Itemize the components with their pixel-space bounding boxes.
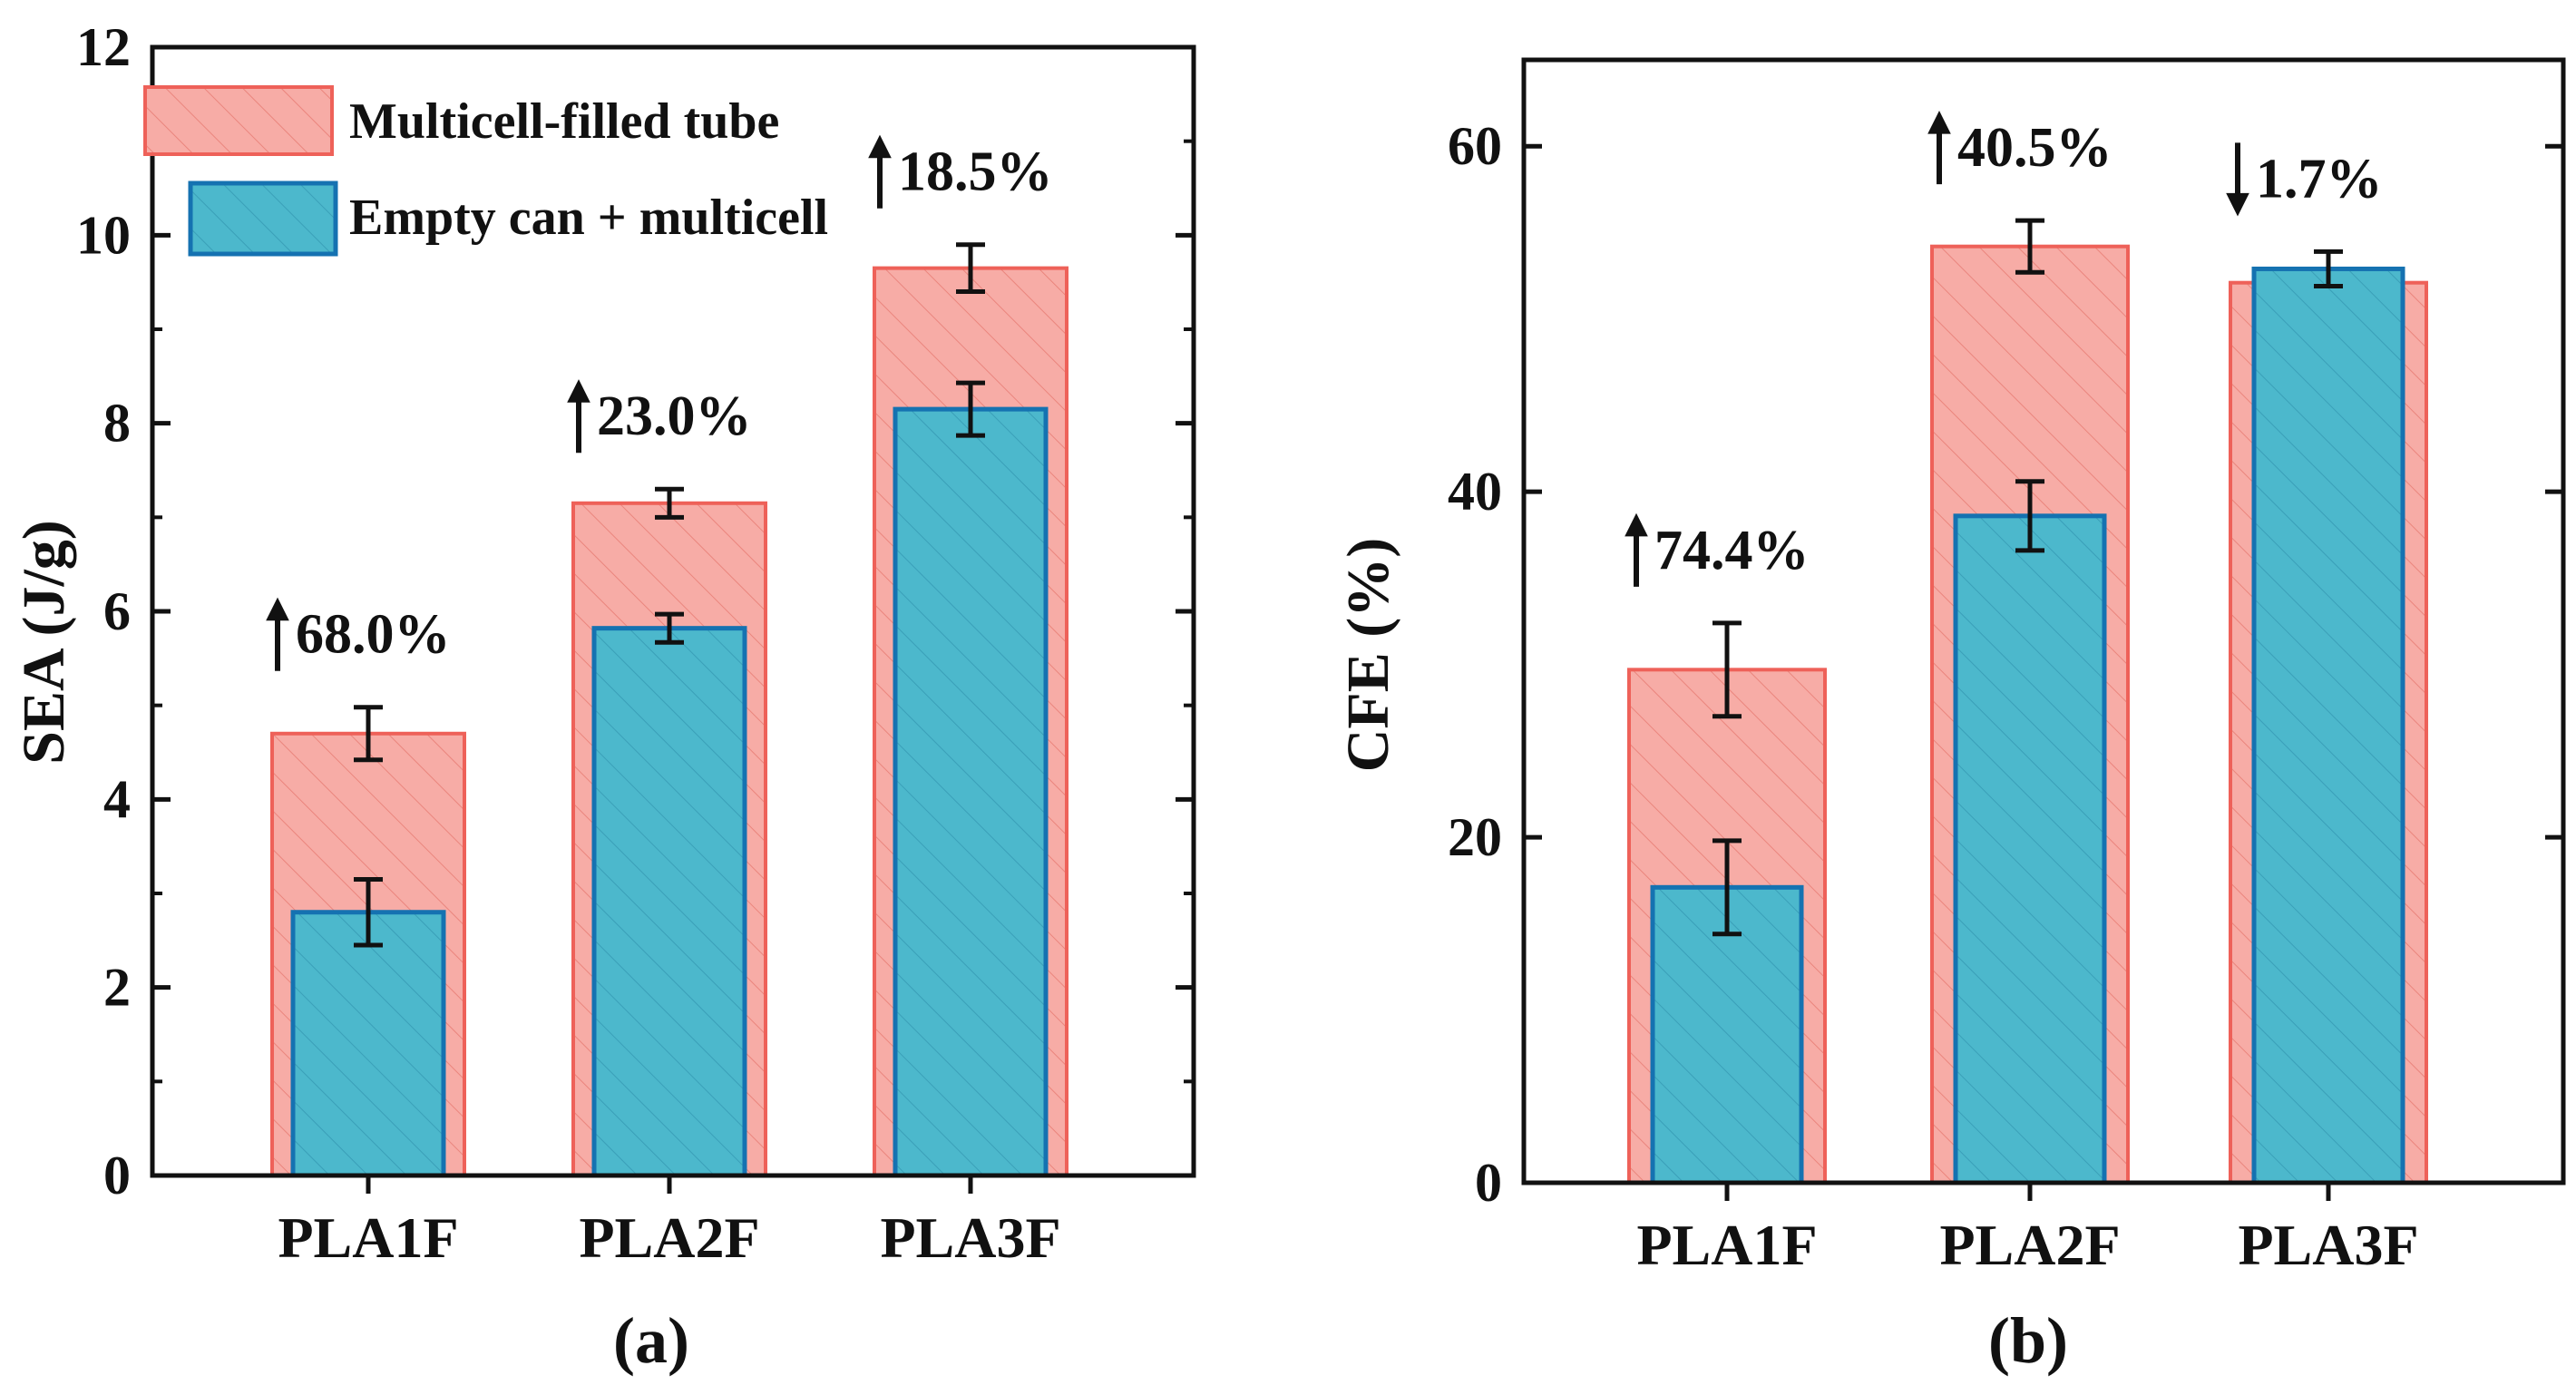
y-tick-label: 20 [1448,807,1502,867]
error-bar-multicell-filled-tube-pla3f [956,242,985,295]
arrow-up-icon [1625,512,1648,587]
x-tick-label: PLA2F [1939,1213,2120,1277]
legend-swatch-empty-can-multicell [188,180,338,257]
change-percent-label: 23.0% [597,385,752,447]
y-tick-label: 40 [1448,462,1502,522]
change-percent-label: 74.4% [1654,520,1810,581]
error-bar-empty-can-multicell-pla3f [956,380,985,438]
legend-label-multicell-filled-tube: Multicell-filled tube [349,93,779,150]
x-tick-label: PLA1F [278,1205,458,1270]
y-tick-label: 2 [103,958,131,1018]
y-tick-label: 0 [1475,1153,1502,1213]
bar-empty-can-multicell-pla1f [290,910,446,1178]
change-annotation-pla3f: 18.5% [868,134,1053,209]
y-tick-label: 60 [1448,116,1502,176]
x-tick-label: PLA1F [1636,1213,1817,1277]
error-bar-multicell-filled-tube-pla2f [2015,218,2044,275]
bar-empty-can-multicell-pla2f [1953,513,2107,1185]
arrow-up-icon [567,379,590,454]
error-bar-multicell-filled-tube-pla1f [1712,620,1742,719]
y-tick-label: 8 [103,394,131,454]
change-annotation-pla2f: 23.0% [567,379,752,454]
x-tick-label: PLA2F [579,1205,759,1270]
error-bar-empty-can-multicell-pla2f [2015,479,2044,553]
panel-label-a: (a) [613,1304,689,1377]
legend-swatch-multicell-filled-tube [143,85,334,156]
y-tick-label: 12 [76,17,131,77]
bar-empty-can-multicell-pla3f [2251,266,2405,1185]
x-tick-label: PLA3F [880,1205,1060,1270]
y-tick-label: 0 [103,1146,131,1205]
bar-empty-can-multicell-pla3f [893,406,1049,1178]
y-axis-title-sea: SEA (J/g) [11,520,77,765]
change-annotation-pla2f: 40.5% [1927,111,2113,185]
arrow-up-icon [1927,111,1951,185]
change-annotation-pla1f: 74.4% [1625,512,1810,587]
change-percent-label: 1.7% [2256,148,2383,210]
legend: Multicell-filled tube Empty can + multic… [143,85,828,257]
arrow-up-icon [266,597,289,671]
y-tick-label: 6 [103,581,131,641]
error-bar-empty-can-multicell-pla2f [655,611,684,645]
bar-empty-can-multicell-pla2f [591,626,747,1178]
legend-label-empty-can-multicell: Empty can + multicell [349,190,828,246]
panel-label-b: (b) [1988,1304,2068,1377]
chart-panel-b: 0 20 40 60 PLA1F PLA2F PLA3F 74.4% 40.5% 1.7% CFE… [1335,57,2566,1377]
y-tick-label: 10 [76,205,131,265]
change-percent-label: 68.0% [296,604,451,666]
error-bar-multicell-filled-tube-pla2f [655,486,684,520]
error-bar-empty-can-multicell-pla1f [1712,838,1742,937]
x-tick-label: PLA3F [2238,1213,2418,1277]
arrow-up-icon [868,134,892,209]
arrow-down-icon [2226,142,2249,217]
change-percent-label: 40.5% [1957,117,2113,179]
error-bar-multicell-filled-tube-pla1f [354,705,383,763]
error-bar-empty-can-multicell-pla3f [2314,249,2343,289]
change-percent-label: 18.5% [898,141,1053,203]
change-annotation-pla1f: 68.0% [266,597,451,671]
plot-frame [1521,57,2566,1185]
y-axis-title-cfe: CFE (%) [1335,538,1401,772]
error-bar-empty-can-multicell-pla1f [354,876,383,948]
change-annotation-pla3f: 1.7% [2226,142,2383,217]
y-tick-label: 4 [103,769,131,829]
